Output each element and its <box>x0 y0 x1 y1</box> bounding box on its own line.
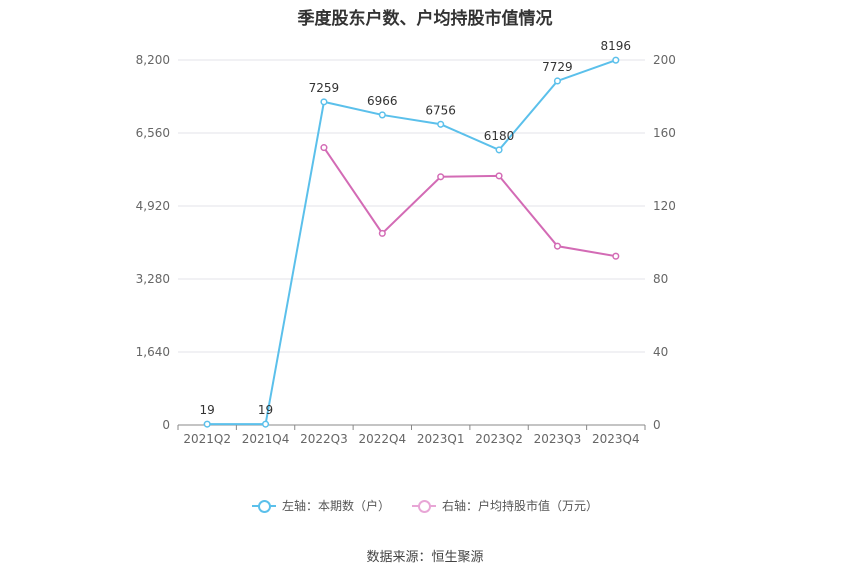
data-point-1 <box>378 229 386 237</box>
chart-title: 季度股东户数、户均持股市值情况 <box>297 9 553 29</box>
x-tick-label: 2021Q2 <box>183 432 231 446</box>
y-right-tick-label: 160 <box>653 126 676 140</box>
y-right-tick-label: 120 <box>653 199 676 213</box>
data-label: 6966 <box>367 94 398 108</box>
x-tick-label: 2023Q4 <box>592 432 640 446</box>
x-tick-label: 2022Q4 <box>359 432 407 446</box>
x-tick-label: 2023Q1 <box>417 432 465 446</box>
data-label: 19 <box>200 403 215 417</box>
data-label: 6756 <box>425 103 456 117</box>
legend-label-avg-value: 右轴：户均持股市值（万元） <box>442 499 599 513</box>
y-right-tick-label: 200 <box>653 53 676 67</box>
series-line-1 <box>323 147 616 258</box>
y-left-tick-label: 8,200 <box>136 53 170 67</box>
x-tick-label: 2021Q4 <box>242 432 290 446</box>
y-left-tick-label: 3,280 <box>136 272 170 286</box>
data-label: 7729 <box>542 60 573 74</box>
data-label: 7259 <box>309 81 340 95</box>
y-left-tick-label: 6,560 <box>136 126 170 140</box>
data-point-0 <box>495 146 503 154</box>
legend-marker-avg-value-icon <box>412 499 436 513</box>
x-tick-label: 2023Q3 <box>534 432 582 446</box>
data-label: 8196 <box>601 39 632 53</box>
x-tick-label: 2023Q2 <box>475 432 523 446</box>
y-left-tick-label: 0 <box>162 418 170 432</box>
legend-marker-households-icon <box>251 499 276 513</box>
data-point-0 <box>203 420 211 428</box>
y-right-tick-label: 80 <box>653 272 668 286</box>
legend-item-avg-value[interactable]: 右轴：户均持股市值（万元） <box>412 497 598 514</box>
data-point-1 <box>495 172 503 180</box>
data-point-1 <box>553 242 561 250</box>
y-left-tick-label: 4,920 <box>136 199 170 213</box>
data-point-0 <box>378 111 386 119</box>
y-right-tick-label: 0 <box>653 418 661 432</box>
legend: 左轴：本期数（户） 右轴：户均持股市值（万元） <box>0 497 850 514</box>
legend-item-households[interactable]: 左轴：本期数（户） <box>251 497 390 514</box>
data-point-0 <box>437 120 445 128</box>
data-point-0 <box>262 420 270 428</box>
y-left-tick-label: 1,640 <box>136 345 170 359</box>
y-right-tick-label: 40 <box>653 345 668 359</box>
x-tick-label: 2022Q3 <box>300 432 348 446</box>
data-label: 19 <box>258 403 273 417</box>
data-point-0 <box>612 56 620 64</box>
data-label: 6180 <box>484 129 515 143</box>
data-point-0 <box>320 98 328 106</box>
data-point-0 <box>553 77 561 85</box>
data-point-1 <box>612 252 620 260</box>
data-source: 数据来源：恒生聚源 <box>366 550 484 565</box>
series-line-0 <box>207 59 617 426</box>
legend-label-households: 左轴：本期数（户） <box>281 499 390 513</box>
data-point-1 <box>320 144 328 152</box>
data-point-1 <box>437 173 445 181</box>
